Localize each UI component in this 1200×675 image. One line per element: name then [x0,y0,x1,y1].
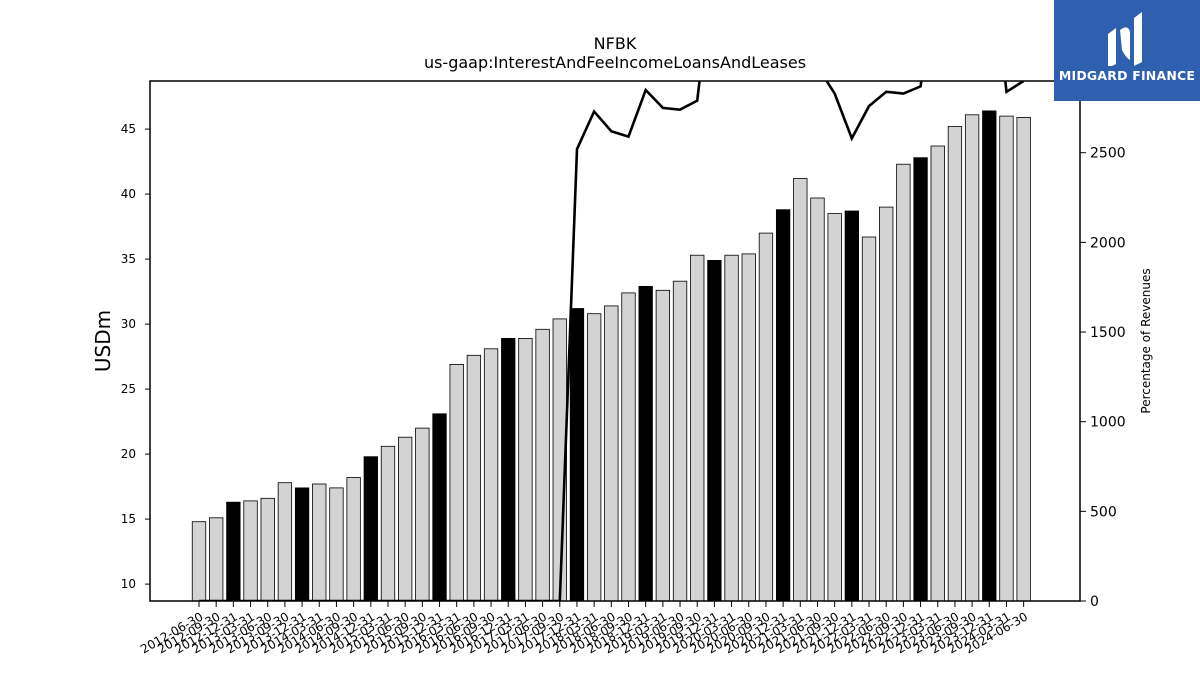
bar-2021-12-31 [844,210,859,602]
bar-2012-12-31 [226,501,241,602]
y-tick-label: 40 [121,187,136,201]
bar-2014-03-31 [312,483,327,602]
y-axis: 10 15 20 25 30 35 40 45 [121,122,150,591]
bar-2018-06-30 [604,305,619,602]
bar-2015-09-30 [415,427,430,602]
bar-2018-09-30 [621,292,636,602]
y-tick-label: 15 [121,512,136,526]
bar-2024-06-30 [1016,117,1031,602]
bar-2020-03-31 [724,254,739,602]
logo-text: MIDGARD FINANCE [1058,68,1196,83]
bar-2023-06-30 [947,126,963,602]
bar-2016-09-30 [483,348,499,602]
bar-2022-12-31 [913,157,928,602]
bar-2024-03-31 [999,115,1014,602]
bar-2017-06-30 [535,328,550,602]
bar-2017-12-31 [569,308,585,602]
bar-2017-03-31 [518,337,533,602]
y-tick-label: 30 [121,317,136,331]
chart-title: NFBK [594,34,637,53]
bar-2022-06-30 [879,206,894,602]
y2-tick-label: 0 [1090,594,1099,610]
bar-2015-03-31 [380,445,396,602]
y2-tick-label: 2000 [1090,235,1126,251]
percentage-line [199,81,1025,601]
bar-2013-06-30 [260,497,275,602]
y-tick-label: 10 [121,577,136,591]
bar-2013-09-30 [277,482,293,602]
chart-subtitle: us-gaap:InterestAndFeeIncomeLoansAndLeas… [424,53,806,72]
bar-2019-12-31 [707,259,722,602]
bar-2018-03-31 [586,313,602,602]
bar-2013-12-31 [294,487,310,602]
bar-2016-06-30 [466,354,482,602]
bar-2021-09-30 [827,213,842,602]
bar-2022-09-30 [896,163,911,602]
y2-tick-label: 1500 [1090,325,1126,341]
bar-2022-03-31 [861,236,877,602]
bar-2014-06-30 [329,487,344,602]
bar-2013-03-31 [243,500,258,602]
bar-2015-12-31 [432,413,447,602]
bar-2012-09-30 [209,517,224,602]
x-axis: 2012-06-302012-09-302012-12-312013-03-31… [138,601,1030,656]
plot-frame [149,80,1081,602]
y2-tick-label: 1000 [1090,415,1126,431]
bar-2019-09-30 [690,254,705,602]
bars-group [191,110,1031,602]
bar-2023-12-31 [982,110,997,602]
y-axis-label: USDm [91,310,115,372]
bar-2016-03-31 [449,363,464,602]
bar-2019-06-30 [672,280,688,602]
bar-2021-06-30 [810,197,825,602]
bar-2012-06-30 [191,521,207,602]
bar-2018-12-31 [638,285,653,602]
logo-icon [1108,12,1142,66]
y-tick-label: 25 [121,382,136,396]
bar-2023-03-31 [930,145,945,602]
y2-tick-label: 500 [1090,504,1117,520]
y-tick-label: 35 [121,252,136,266]
bar-2016-12-31 [501,337,516,602]
y2-axis: 0 500 1000 1500 2000 2500 [1080,146,1126,610]
bar-2021-03-31 [793,178,808,602]
y2-tick-label: 2500 [1090,146,1126,162]
bar-2020-06-30 [741,253,756,602]
brand-logo: MIDGARD FINANCE [1054,0,1200,101]
bar-2015-06-30 [398,436,413,602]
bar-2020-12-31 [775,209,791,602]
bar-2020-09-30 [758,232,774,602]
y-tick-label: 20 [121,447,136,461]
bar-2019-03-31 [655,289,671,602]
y-tick-label: 45 [121,122,136,136]
bar-2014-12-31 [363,456,378,602]
bar-2023-09-30 [964,114,980,602]
bar-2014-09-30 [346,477,361,602]
y2-axis-label: Percentage of Revenues [1139,268,1153,413]
